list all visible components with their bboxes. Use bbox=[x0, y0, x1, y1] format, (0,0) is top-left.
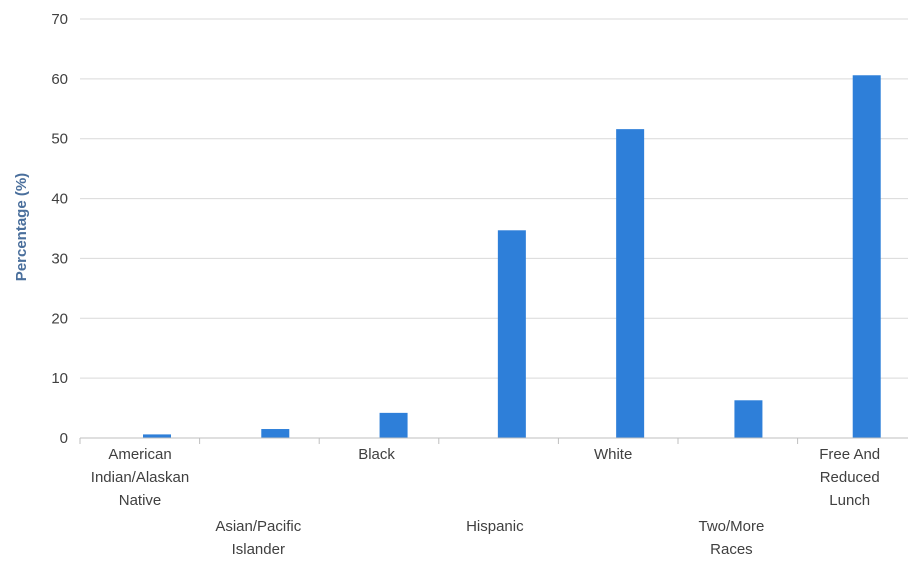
bar bbox=[261, 429, 290, 438]
category-label: Black bbox=[358, 446, 395, 463]
bar bbox=[143, 434, 171, 438]
bar bbox=[379, 412, 408, 438]
category-label: Hispanic bbox=[466, 518, 524, 535]
category-label: American Indian/Alaskan Native bbox=[91, 446, 189, 509]
y-tick-label: 70 bbox=[51, 11, 68, 28]
y-tick-label: 20 bbox=[51, 310, 68, 327]
y-tick-label: 40 bbox=[51, 191, 68, 208]
y-tick-label: 50 bbox=[51, 131, 68, 148]
bar bbox=[616, 129, 645, 438]
bars bbox=[143, 75, 881, 438]
y-tick-label: 30 bbox=[51, 250, 68, 267]
y-tick-label: 60 bbox=[51, 71, 68, 88]
category-label: Free And Reduced Lunch bbox=[819, 446, 880, 509]
y-tick-labels: 0 10 20 30 40 50 60 70 bbox=[51, 11, 68, 447]
category-label: Two/More Races bbox=[698, 518, 764, 558]
category-label: Asian/Pacific Islander bbox=[215, 518, 301, 558]
y-tick-label: 10 bbox=[51, 370, 68, 387]
category-label: White bbox=[594, 446, 632, 463]
y-axis-title: Percentage (%) bbox=[13, 173, 30, 281]
x-axis bbox=[79, 437, 908, 444]
bar bbox=[852, 75, 881, 438]
bar bbox=[734, 400, 763, 438]
category-labels: American Indian/Alaskan Native Asian/Pacifi… bbox=[91, 446, 880, 558]
bar bbox=[497, 230, 526, 438]
gridlines bbox=[80, 18, 908, 379]
y-tick-label: 0 bbox=[60, 430, 68, 447]
